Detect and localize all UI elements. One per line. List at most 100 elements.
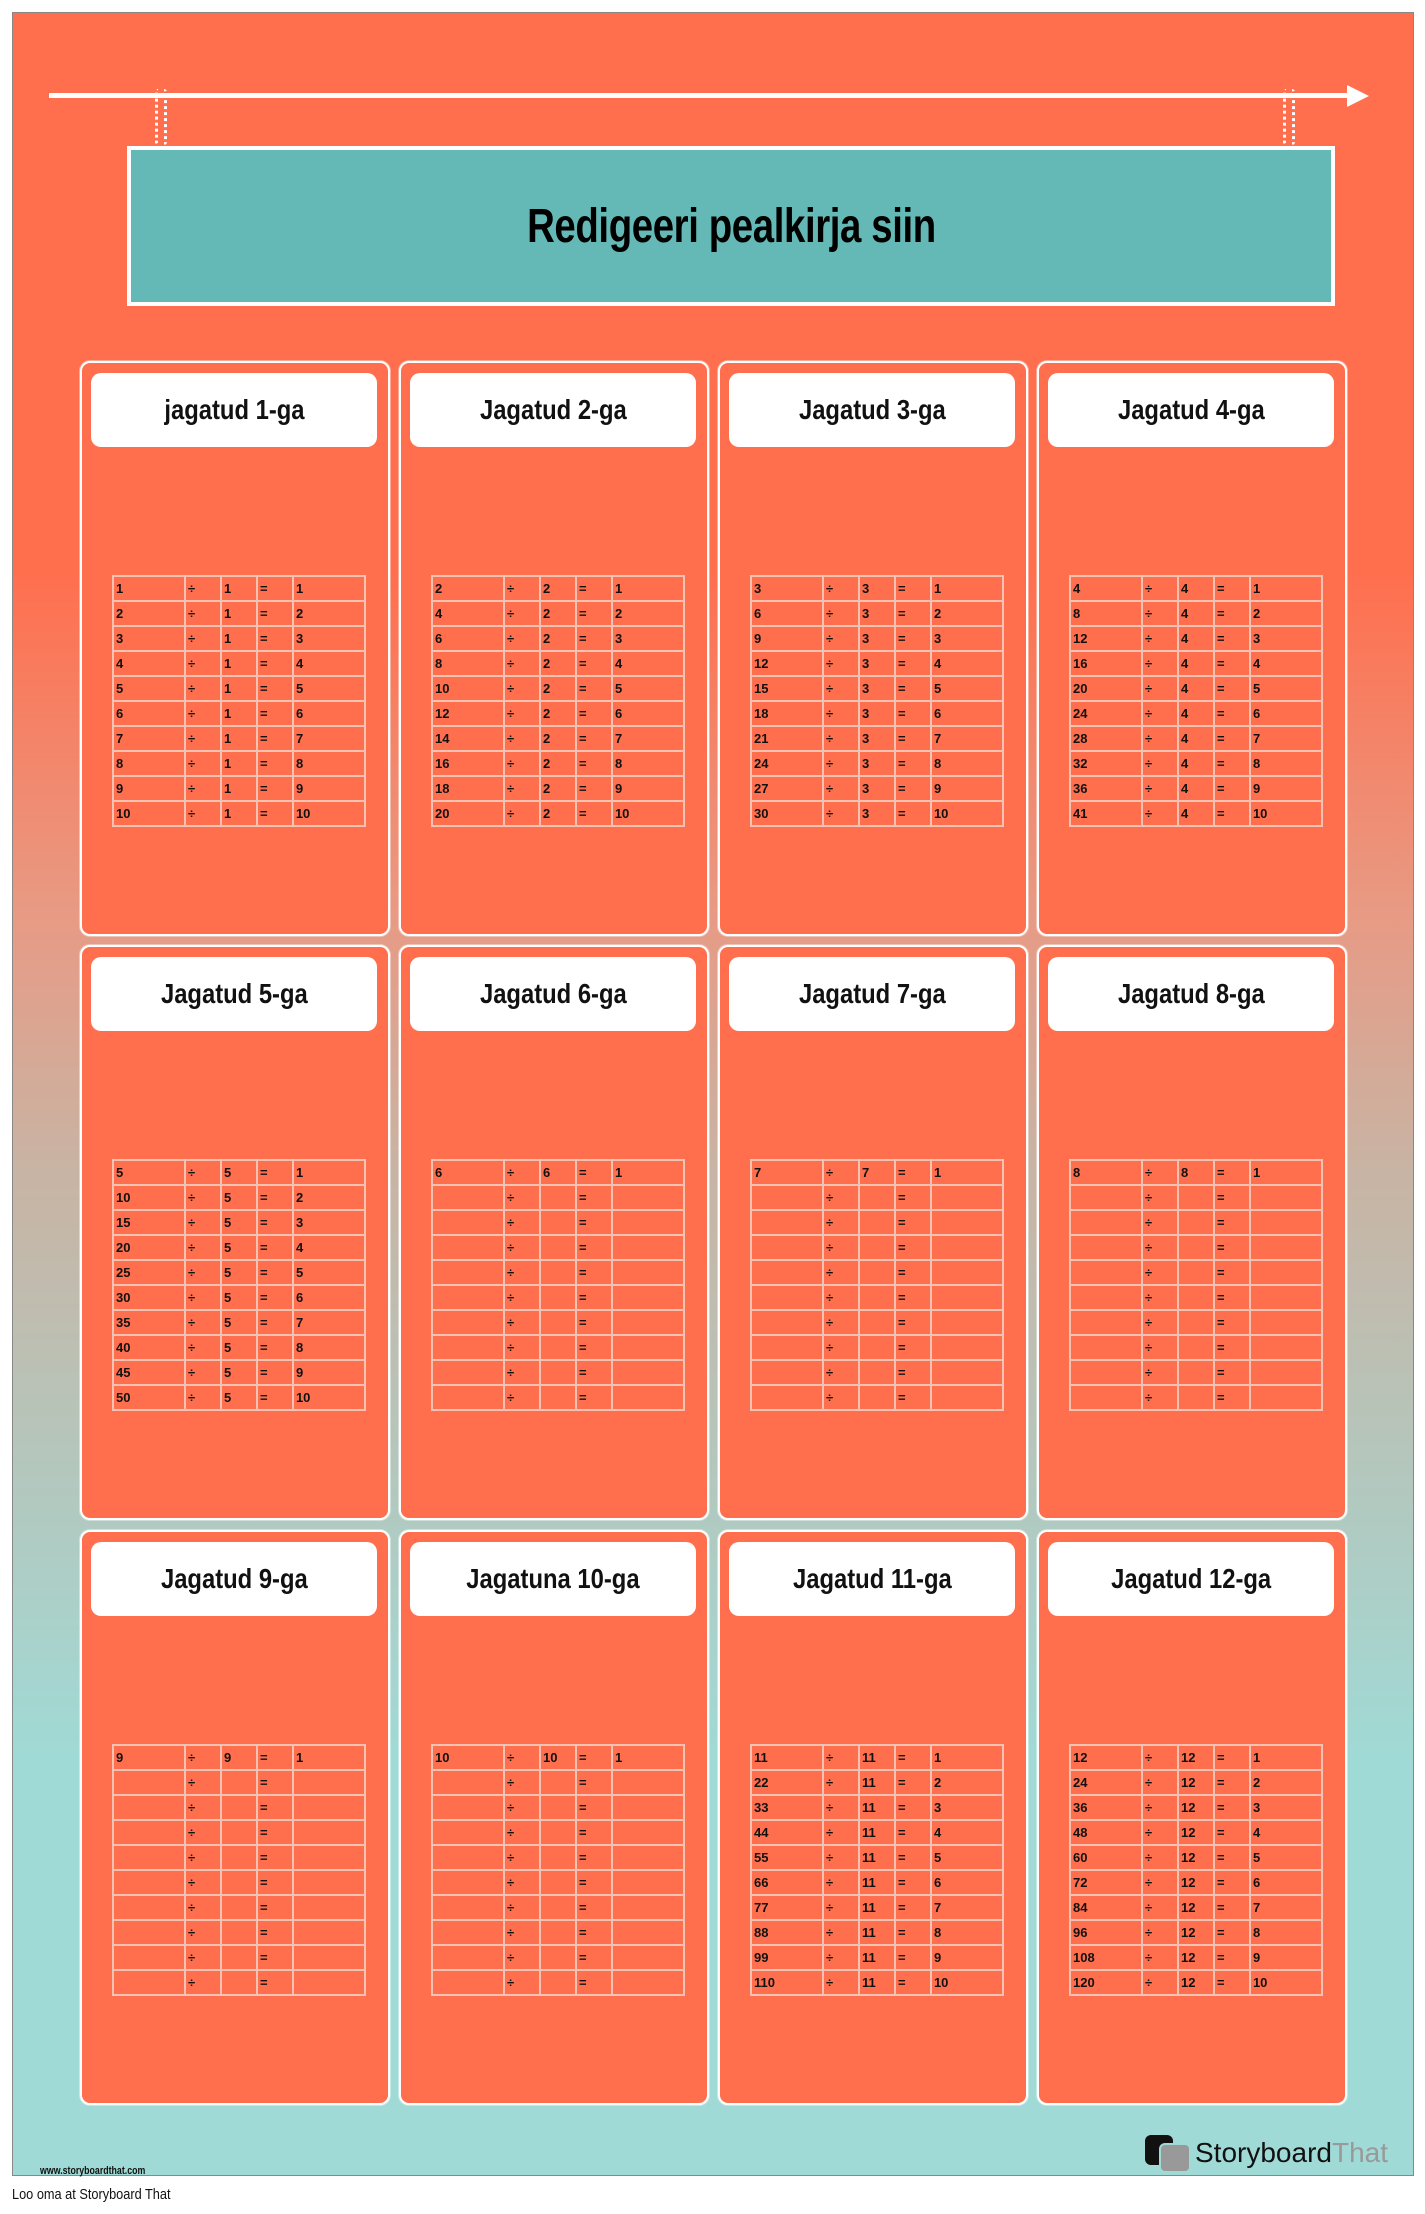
- divisor-cell: 2: [538, 575, 577, 602]
- divisor-cell: 4: [1176, 750, 1215, 777]
- quotient-cell: [610, 1894, 686, 1921]
- quotient-cell: [929, 1359, 1005, 1386]
- card-heading-box[interactable]: Jagatud 3-ga: [729, 373, 1015, 447]
- card-heading-box[interactable]: Jagatud 8-ga: [1048, 957, 1334, 1031]
- divisor-cell: 3: [857, 675, 896, 702]
- dividend-cell: 18: [431, 775, 505, 802]
- dividend-cell: 10: [112, 1184, 186, 1211]
- dividend-cell: [750, 1359, 824, 1386]
- table-row: 6 ÷ 2 = 3: [431, 625, 686, 652]
- table-row: 3 ÷ 1 = 3: [112, 625, 367, 652]
- equals-sign: =: [893, 1309, 932, 1336]
- quotient-cell: [610, 1334, 686, 1361]
- divisor-cell: 2: [538, 600, 577, 627]
- divisor-cell: [219, 1869, 258, 1896]
- table-row: ÷ =: [750, 1359, 1005, 1386]
- equals-sign: =: [255, 1384, 294, 1411]
- quotient-cell: [610, 1309, 686, 1336]
- table-row: ÷ =: [431, 1769, 686, 1796]
- card-heading: Jagatud 7-ga: [798, 978, 946, 1009]
- quotient-cell: [610, 1384, 686, 1411]
- card-heading-box[interactable]: Jagatud 12-ga: [1048, 1542, 1334, 1616]
- page-title: Redigeeri pealkirja siin: [526, 199, 936, 253]
- dividend-cell: 55: [750, 1844, 824, 1871]
- divide-sign: ÷: [503, 1184, 541, 1211]
- equals-sign: =: [893, 1334, 932, 1361]
- divisor-cell: 1: [219, 600, 258, 627]
- divide-sign: ÷: [184, 1769, 222, 1796]
- divide-sign: ÷: [1141, 750, 1179, 777]
- title-sign[interactable]: Redigeeri pealkirja siin: [127, 146, 1335, 306]
- dividend-cell: 44: [750, 1819, 824, 1846]
- dividend-cell: 6: [431, 1159, 505, 1186]
- table-row: 25 ÷ 5 = 5: [112, 1259, 367, 1286]
- divisor-cell: 1: [219, 625, 258, 652]
- equals-sign: =: [1212, 1844, 1251, 1871]
- divisor-cell: [857, 1359, 896, 1386]
- quotient-cell: 1: [929, 575, 1005, 602]
- dividend-cell: 99: [750, 1944, 824, 1971]
- divisor-cell: [538, 1334, 577, 1361]
- divide-sign: ÷: [1141, 1844, 1179, 1871]
- dividend-cell: [431, 1334, 505, 1361]
- quotient-cell: 2: [929, 1769, 1005, 1796]
- divisor-cell: 4: [1176, 575, 1215, 602]
- divide-sign: ÷: [503, 1844, 541, 1871]
- chain-right-icon: [1283, 89, 1295, 145]
- divisor-cell: [538, 1844, 577, 1871]
- equals-sign: =: [255, 1184, 294, 1211]
- divisor-cell: [1176, 1284, 1215, 1311]
- table-row: 18 ÷ 2 = 9: [431, 775, 686, 802]
- dividend-cell: [750, 1259, 824, 1286]
- table-row: ÷ =: [431, 1944, 686, 1971]
- divisor-cell: 4: [1176, 700, 1215, 727]
- dividend-cell: 32: [1069, 750, 1143, 777]
- table-row: ÷ =: [112, 1869, 367, 1896]
- divisor-cell: 1: [219, 775, 258, 802]
- table-row: ÷ =: [431, 1919, 686, 1946]
- equals-sign: =: [574, 1384, 613, 1411]
- divisor-cell: [219, 1769, 258, 1796]
- table-row: 77 ÷ 11 = 7: [750, 1894, 1005, 1921]
- card-heading-box[interactable]: Jagatud 9-ga: [91, 1542, 377, 1616]
- equals-sign: =: [1212, 1794, 1251, 1821]
- card-heading-box[interactable]: Jagatud 5-ga: [91, 957, 377, 1031]
- dividend-cell: [750, 1184, 824, 1211]
- divisor-cell: 4: [1176, 600, 1215, 627]
- table-row: 20 ÷ 5 = 4: [112, 1234, 367, 1261]
- divisor-cell: 12: [1176, 1844, 1215, 1871]
- quotient-cell: 8: [291, 1334, 367, 1361]
- card-heading-box[interactable]: Jagatud 2-ga: [410, 373, 696, 447]
- quotient-cell: 6: [929, 700, 1005, 727]
- table-row: 21 ÷ 3 = 7: [750, 725, 1005, 752]
- dividend-cell: 6: [112, 700, 186, 727]
- card-heading-box[interactable]: Jagatud 6-ga: [410, 957, 696, 1031]
- equals-sign: =: [574, 1744, 613, 1771]
- dividend-cell: 21: [750, 725, 824, 752]
- divisor-cell: [538, 1284, 577, 1311]
- divisor-cell: [538, 1184, 577, 1211]
- divide-sign: ÷: [1141, 725, 1179, 752]
- dividend-cell: 108: [1069, 1944, 1143, 1971]
- divisor-cell: [538, 1384, 577, 1411]
- quotient-cell: 1: [1248, 1744, 1324, 1771]
- divide-sign: ÷: [1141, 1769, 1179, 1796]
- card-heading-box[interactable]: Jagatud 7-ga: [729, 957, 1015, 1031]
- quotient-cell: 9: [929, 1944, 1005, 1971]
- equals-sign: =: [574, 1969, 613, 1996]
- quotient-cell: 4: [929, 650, 1005, 677]
- quotient-cell: [1248, 1184, 1324, 1211]
- quotient-cell: [291, 1819, 367, 1846]
- table-row: ÷ =: [750, 1209, 1005, 1236]
- quotient-cell: 6: [1248, 1869, 1324, 1896]
- card-heading-box[interactable]: Jagatuna 10-ga: [410, 1542, 696, 1616]
- quotient-cell: 2: [291, 1184, 367, 1211]
- divide-sign: ÷: [1141, 1309, 1179, 1336]
- card-heading-box[interactable]: Jagatud 11-ga: [729, 1542, 1015, 1616]
- table-row: 4 ÷ 2 = 2: [431, 600, 686, 627]
- equals-sign: =: [255, 775, 294, 802]
- equals-sign: =: [255, 700, 294, 727]
- divide-sign: ÷: [1141, 575, 1179, 602]
- card-heading-box[interactable]: Jagatud 4-ga: [1048, 373, 1334, 447]
- card-heading-box[interactable]: jagatud 1-ga: [91, 373, 377, 447]
